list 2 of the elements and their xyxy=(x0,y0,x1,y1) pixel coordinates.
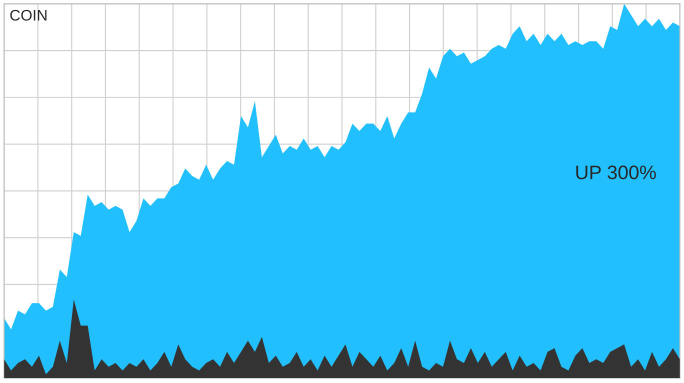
annotation: UP 300% xyxy=(576,166,656,180)
chart-title: COIN xyxy=(10,10,46,21)
